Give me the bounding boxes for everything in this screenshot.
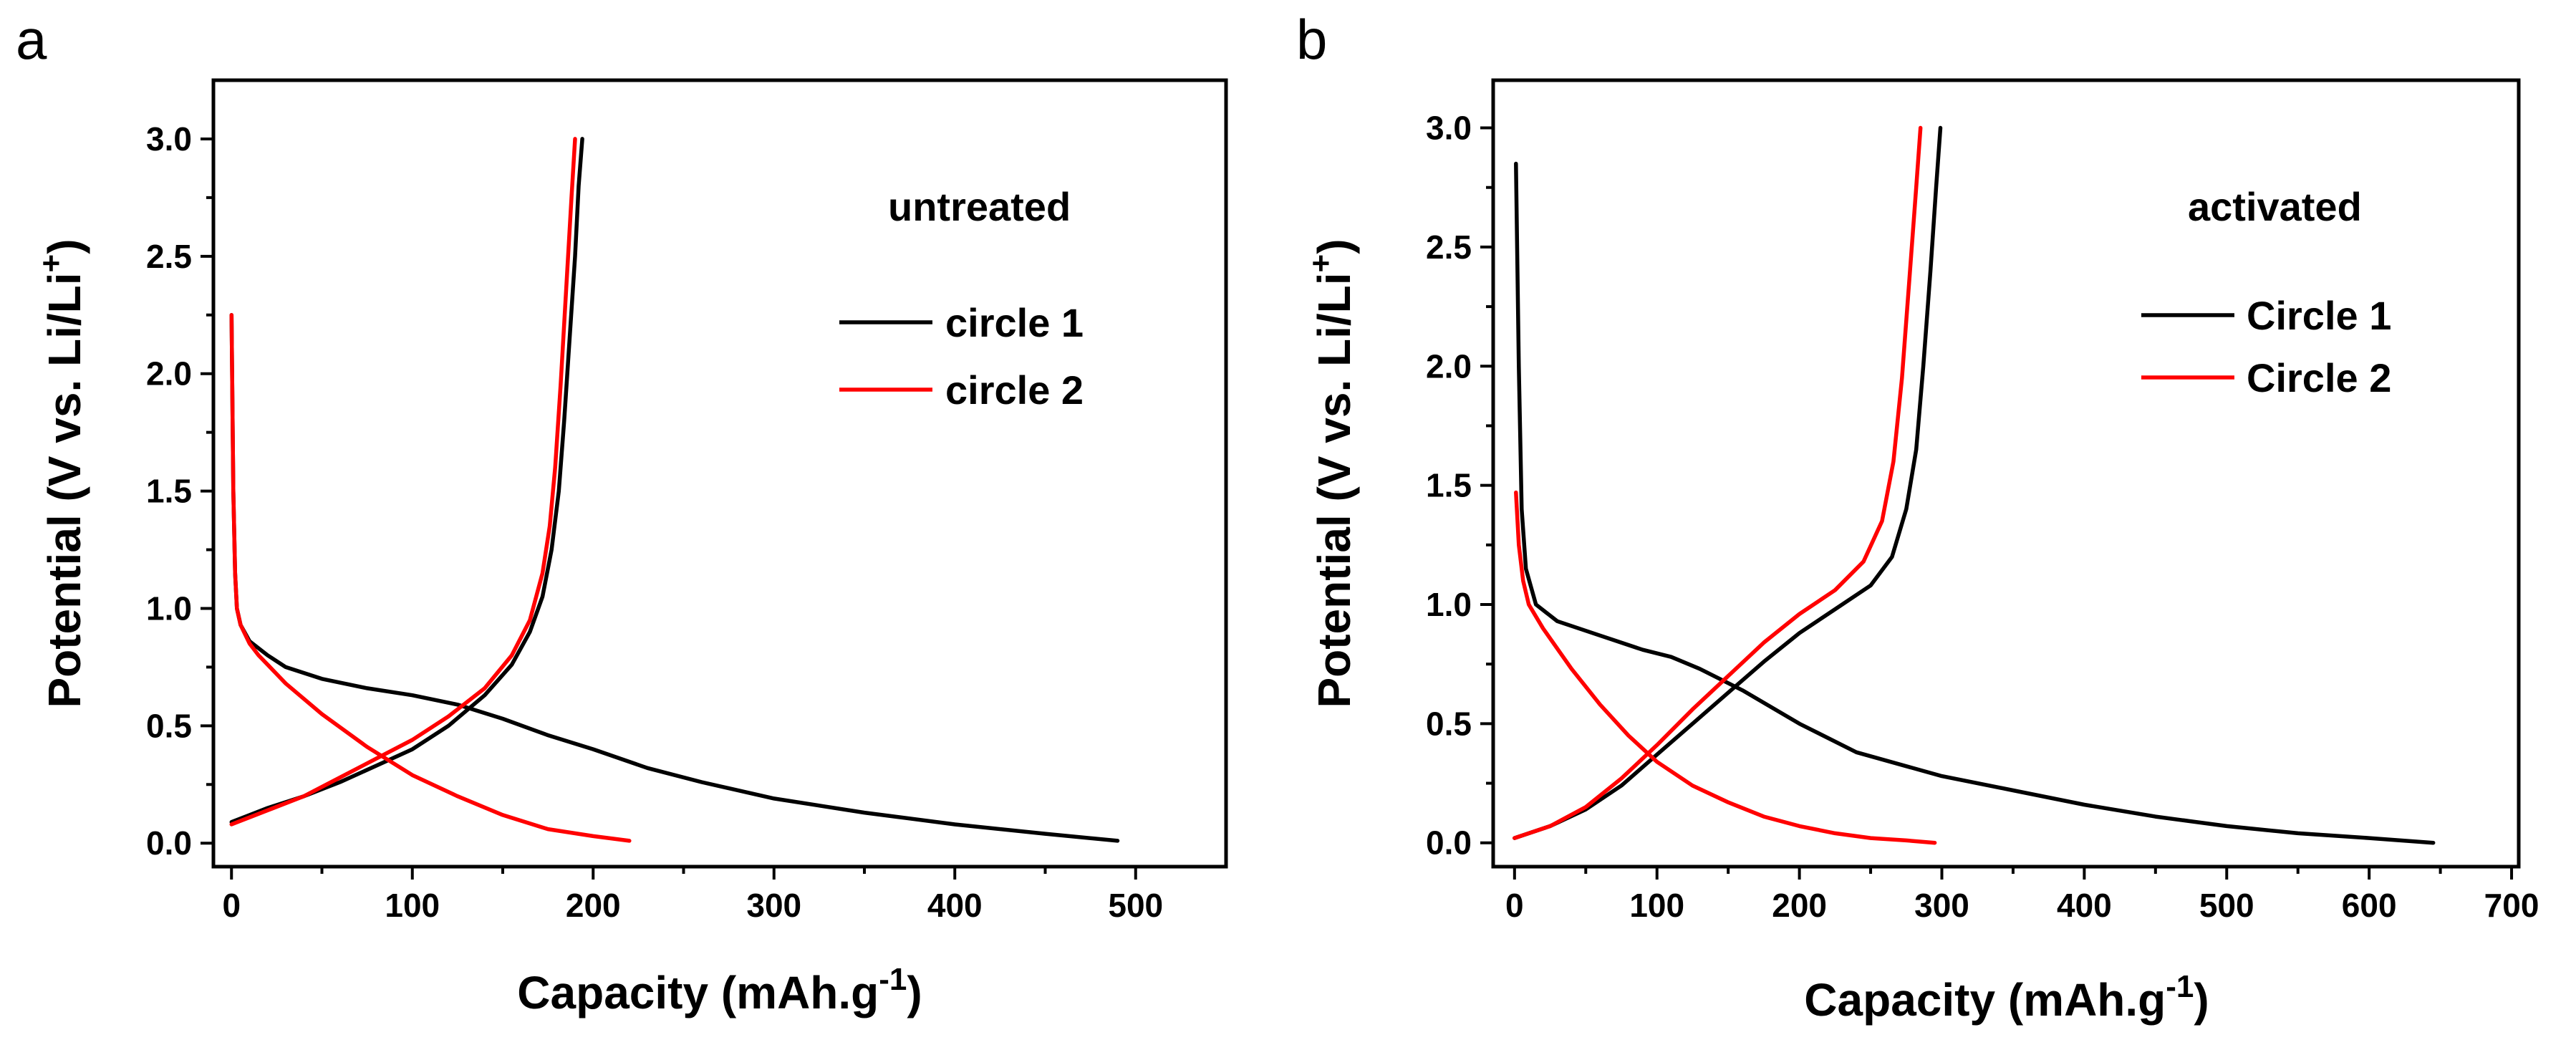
panel-b-ticks: 0 100 200 300 400 500 600 700 0.0 0.5 1.0 1.5 2.0 2.5…	[1426, 110, 2539, 924]
panel-b-series-2-charge-line	[1513, 125, 1923, 840]
panel-b-legend: Circle 1 Circle 2	[2141, 293, 2391, 400]
panel-b-y-tick-label: 2.5	[1426, 228, 1472, 266]
panel-a-x-tick-label: 100	[385, 887, 440, 924]
panel-a-plot-frame	[211, 78, 1228, 869]
panel-a-series-2-charge-line	[229, 137, 577, 827]
panel-a-y-tick-label: 1.5	[146, 473, 192, 510]
panel-a-ticks: 0 100 200 300 400 500 0.0 0.5 1.0 1.5 2.0 2.5 3.0	[146, 120, 1163, 924]
panel-b-series-1-charge-line	[1513, 125, 1943, 840]
panel-b: b 0 100 200 300 400 500 600 700 0.0 0.5 1.0 1.5 2.0 2…	[1296, 8, 2539, 1026]
panel-b-legend-label-1: Circle 1	[2247, 293, 2391, 338]
panel-a-x-tick-label: 400	[927, 887, 983, 924]
panel-b-x-tick-label: 500	[2199, 887, 2254, 924]
panel-a-x-axis-label: Capacity (mAh.g-1)	[517, 962, 922, 1018]
panel-a-y-tick-label: 0.5	[146, 707, 192, 744]
panel-b-x-tick-label: 600	[2342, 887, 2397, 924]
panel-a-letter: a	[16, 8, 47, 71]
panel-b-y-tick-label: 0.0	[1426, 824, 1472, 862]
panel-a-x-tick-label: 300	[746, 887, 801, 924]
panel-a-series-1-charge-line	[229, 137, 584, 824]
panel-b-letter: b	[1296, 8, 1327, 71]
panel-a: a 0 100 200 300 400 5000.00.51.01.52.02.53.0 …	[16, 8, 1228, 1018]
panel-a-legend: circle 1 circle 2	[839, 300, 1084, 413]
panel-b-y-tick-label: 1.5	[1426, 467, 1472, 504]
panel-a-series-2-discharge-line	[229, 313, 632, 843]
panel-a-x-tick-label: 0	[222, 887, 241, 924]
panel-a-y-tick-label: 3.0	[146, 120, 192, 158]
panel-b-x-tick-label: 0	[1505, 887, 1524, 924]
panel-b-x-tick-label: 200	[1772, 887, 1827, 924]
panel-b-y-axis-label: Potential (V vs. Li/Li+)	[1303, 239, 1360, 708]
panel-a-y-tick-label: 0.0	[146, 824, 192, 862]
panel-a-y-tick-label: 2.5	[146, 238, 192, 275]
panel-b-y-tick-label: 1.0	[1426, 586, 1472, 623]
panel-b-lines	[1513, 125, 2436, 845]
panel-b-series-1-discharge-line	[1514, 161, 2436, 845]
panel-b-annotation: activated	[2188, 184, 2362, 229]
panel-a-annotation: untreated	[888, 184, 1071, 229]
panel-a-lines	[229, 137, 1120, 843]
panel-b-x-axis-label: Capacity (mAh.g-1)	[1804, 969, 2209, 1026]
panel-b-y-tick-label: 3.0	[1426, 110, 1472, 147]
panel-b-legend-label-2: Circle 2	[2247, 355, 2391, 400]
panel-b-plot-frame	[1491, 78, 2521, 869]
panel-b-series-2-discharge-line	[1514, 490, 1937, 845]
panel-b-x-tick-label: 700	[2484, 887, 2539, 924]
panel-b-x-tick-label: 400	[2057, 887, 2112, 924]
panel-a-y-tick-label: 1.0	[146, 589, 192, 627]
panel-a-y-axis-label: Potential (V vs. Li/Li+)	[34, 239, 90, 708]
panel-a-x-tick-label: 500	[1108, 887, 1163, 924]
panel-b-y-tick-label: 0.5	[1426, 705, 1472, 742]
panel-a-y-tick-label: 2.0	[146, 355, 192, 392]
panel-b-x-tick-label: 300	[1914, 887, 1969, 924]
panel-a-legend-label-1: circle 1	[945, 300, 1084, 345]
panel-b-x-tick-label: 100	[1629, 887, 1684, 924]
panel-a-legend-label-2: circle 2	[945, 367, 1084, 413]
panel-b-y-tick-label: 2.0	[1426, 347, 1472, 385]
panel-a-x-tick-label: 200	[566, 887, 621, 924]
